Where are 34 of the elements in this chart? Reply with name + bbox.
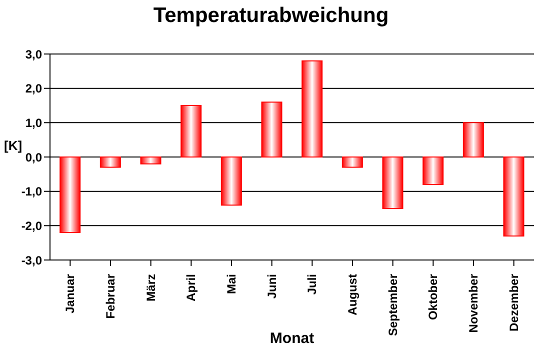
- bar: [422, 156, 444, 185]
- bar: [261, 102, 282, 158]
- y-axis-title: [K]: [4, 138, 22, 153]
- x-tick-label: März: [144, 274, 158, 302]
- bar: [462, 122, 484, 158]
- bar: [60, 156, 81, 234]
- bar: [503, 156, 524, 236]
- bar: [140, 156, 162, 164]
- bar: [180, 105, 202, 158]
- bar: [100, 156, 121, 168]
- y-tick-label: -2,0: [21, 218, 42, 233]
- x-tick-label: November: [466, 274, 480, 333]
- bar: [302, 60, 323, 158]
- x-tick-label: Juni: [264, 274, 279, 299]
- y-tick-label: 1,0: [25, 116, 42, 130]
- bar: [342, 156, 363, 168]
- x-tick-label: Juli: [305, 274, 320, 295]
- x-tick-label: August: [346, 274, 360, 316]
- bar: [220, 156, 242, 206]
- y-tick-label: -3,0: [21, 253, 42, 268]
- bar: [382, 156, 404, 209]
- x-tick-label: Januar: [63, 274, 78, 314]
- x-tick-label: Februar: [104, 274, 118, 319]
- x-tick-label: Oktober: [426, 274, 440, 320]
- chart-title: Temperaturabweichung: [152, 4, 390, 28]
- x-tick-label: Mai: [224, 274, 238, 294]
- y-tick-label: 2,0: [25, 82, 42, 96]
- x-tick-label: September: [386, 274, 400, 336]
- x-tick-label: April: [184, 274, 198, 302]
- y-tick-label: 0,0: [25, 150, 42, 164]
- x-axis-title: Monat: [270, 330, 314, 347]
- x-tick-label: Dezember: [506, 274, 521, 332]
- y-tick-label: 3,0: [25, 47, 42, 62]
- y-tick-label: -1,0: [21, 184, 42, 199]
